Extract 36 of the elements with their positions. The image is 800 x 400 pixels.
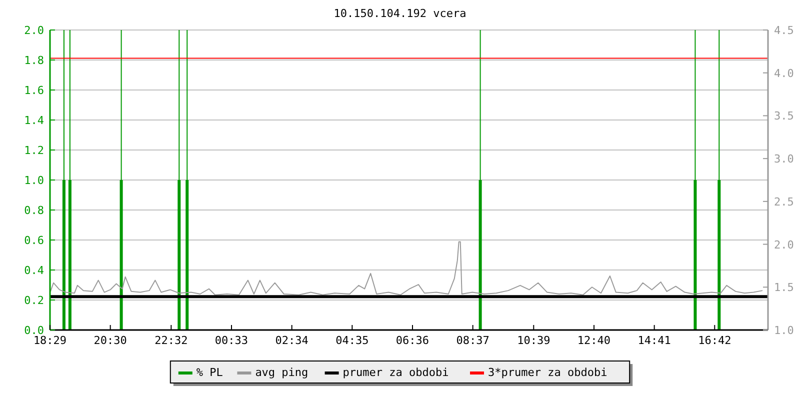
legend-label: 3*prumer za obdobi bbox=[488, 366, 608, 379]
y2-tick-label: 4.0 bbox=[774, 66, 794, 80]
legend-label: % PL bbox=[196, 366, 224, 379]
x-tick-label: 06:36 bbox=[396, 334, 430, 347]
x-tick-label: 20:30 bbox=[94, 334, 127, 347]
x-tick-label: 16:42 bbox=[698, 334, 732, 347]
legend-label: avg ping bbox=[255, 366, 308, 379]
y2-tick-label: 2.5 bbox=[774, 195, 794, 208]
x-tick-label: 10:39 bbox=[517, 334, 550, 347]
y-tick-label: 1.0 bbox=[24, 174, 44, 187]
y-tick-label: 1.6 bbox=[24, 84, 44, 97]
x-tick-label: 18:29 bbox=[33, 334, 67, 347]
x-tick-label: 08:37 bbox=[456, 334, 490, 347]
y-tick-label: 2.0 bbox=[24, 24, 44, 37]
x-tick-label: 14:41 bbox=[638, 334, 671, 347]
x-tick-label: 22:32 bbox=[154, 334, 188, 347]
x-tick-label: 12:40 bbox=[577, 334, 611, 347]
y-tick-label: 0.6 bbox=[24, 234, 44, 247]
y-tick-label: 1.2 bbox=[24, 144, 44, 157]
y2-tick-label: 1.5 bbox=[774, 281, 794, 294]
y2-tick-label: 2.0 bbox=[774, 238, 794, 252]
x-tick-label: 02:34 bbox=[275, 334, 309, 347]
y2-tick-label: 4.5 bbox=[774, 24, 794, 37]
x-tick-label: 04:35 bbox=[336, 334, 369, 347]
y-tick-label: 1.8 bbox=[24, 54, 44, 67]
y-tick-label: 0.8 bbox=[24, 204, 44, 217]
y2-tick-label: 3.0 bbox=[774, 152, 794, 166]
y2-tick-label: 1.0 bbox=[774, 324, 794, 337]
y2-tick-label: 3.5 bbox=[774, 110, 794, 123]
y-tick-label: 1.4 bbox=[24, 114, 44, 127]
y-tick-label: 0.4 bbox=[24, 264, 44, 277]
legend-label: prumer za obdobi bbox=[342, 366, 449, 379]
y-tick-label: 0.0 bbox=[24, 324, 44, 337]
x-tick-label: 00:33 bbox=[214, 334, 248, 347]
y-tick-label: 0.2 bbox=[24, 294, 44, 307]
chart-title: 10.150.104.192 vcera bbox=[334, 7, 466, 20]
